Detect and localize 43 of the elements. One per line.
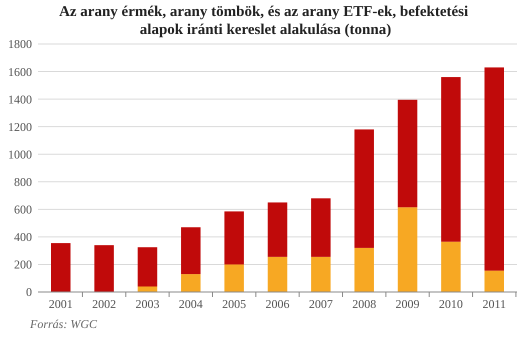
bar: [94, 245, 114, 292]
bar: [484, 67, 504, 271]
bar: [441, 242, 461, 292]
text: Forrás: WGC: [29, 317, 98, 331]
y-tick-label: 200: [14, 258, 32, 272]
bar: [138, 247, 158, 286]
y-tick-label: 1800: [8, 37, 32, 52]
bar: [224, 211, 244, 264]
x-tick-label: 2009: [396, 297, 420, 311]
x-tick-label: 2003: [135, 297, 160, 311]
bar: [441, 77, 461, 242]
chart-title: Az arany érmék, arany tömbök, és az arany ETF-ek, befektetési alapok iránti kereslet alakulása (tonna): [59, 4, 472, 38]
y-tick-label: 1400: [8, 92, 32, 106]
x-tick-label: 2008: [352, 297, 376, 311]
bar: [311, 256, 331, 292]
bar: [138, 286, 158, 292]
y-tick-label: 1200: [8, 120, 32, 134]
y-tick-label: 1000: [8, 147, 32, 162]
y-tick-label: 800: [14, 174, 32, 189]
x-tick-label: 2006: [266, 297, 290, 311]
bar: [311, 198, 331, 257]
x-tick-label: 2007: [308, 297, 333, 311]
y-tick-label: 600: [14, 202, 32, 217]
x-tick-label: 2005: [222, 297, 246, 311]
bar: [398, 100, 418, 208]
x-tick-label: 2001: [48, 297, 73, 311]
bar: [51, 243, 71, 292]
bar: [354, 129, 374, 248]
y-tick-label: 0: [26, 285, 32, 300]
bar: [181, 227, 201, 274]
x-tick-label: 2004: [178, 297, 203, 311]
bar: [398, 207, 418, 292]
bar: [224, 264, 244, 292]
bar: [354, 248, 374, 292]
y-tick-label: 400: [14, 230, 32, 244]
x-tick-label: 2011: [482, 297, 506, 311]
bar: [484, 270, 504, 292]
y-tick-label: 1600: [8, 64, 32, 79]
bar: [181, 274, 201, 292]
bar: [268, 256, 288, 292]
x-tick-label: 2010: [438, 297, 463, 311]
bar: [268, 202, 288, 257]
x-tick-label: 2002: [92, 297, 116, 311]
